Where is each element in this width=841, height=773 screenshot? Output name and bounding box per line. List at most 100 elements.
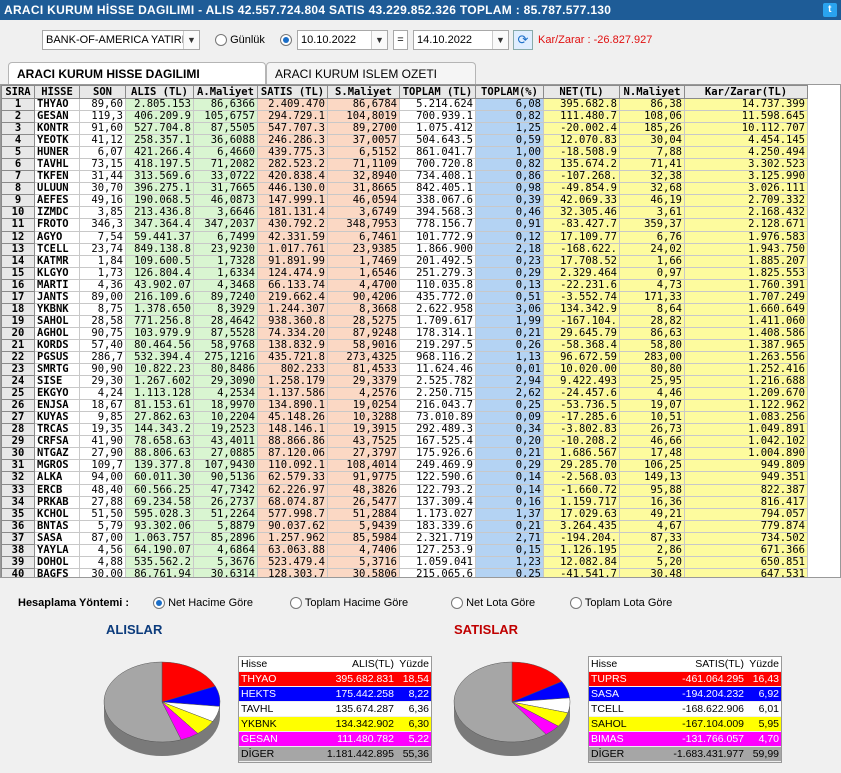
table-row[interactable]: 40 BAGFS 30,00 86.761.94 30,6314 128.303.7 30,… bbox=[1, 567, 808, 577]
table-row[interactable]: 37 SASA 87,00 1.063.757 85,2896 1.257.962 85,5… bbox=[1, 531, 808, 545]
table-row[interactable]: 11 FROTO 346,3 347.364.4 347,2037 430.792.2 34… bbox=[1, 218, 808, 232]
radio-icon[interactable] bbox=[570, 597, 582, 610]
column-header[interactable]: ALIS (TL) bbox=[125, 85, 194, 99]
table-row[interactable]: 26 ENJSA 18,67 81.153.61 18,9970 134.890.1 19,… bbox=[1, 399, 808, 413]
table-row[interactable]: 13 TCELL 23,74 849.138.8 23,9230 1.017.761 23,… bbox=[1, 242, 808, 256]
table-cell: 700.939.1 bbox=[399, 110, 476, 124]
table-cell: 282.523.2 bbox=[257, 158, 328, 172]
table-cell: 19,3915 bbox=[327, 423, 400, 437]
table-row[interactable]: 36 BNTAS 5,79 93.302.06 5,8879 90.037.62 5,943… bbox=[1, 519, 808, 533]
legend-header-cell: ALIS(TL) bbox=[351, 658, 394, 670]
table-row[interactable]: 17 JANTS 89,00 216.109.6 89,7240 219.662.4 90,… bbox=[1, 290, 808, 304]
table-cell: 1.126.195 bbox=[543, 543, 620, 557]
table-row[interactable]: 1 THYAO 89,60 2.805.153 86,6366 2.409.470 86,6… bbox=[1, 97, 808, 112]
table-row[interactable]: 12 AGYO 7,54 59.441.37 6,7499 42.331.59 6,7461… bbox=[1, 230, 808, 244]
column-header[interactable]: A.Maliyet bbox=[193, 85, 258, 99]
table-cell: 1.017.761 bbox=[257, 242, 328, 256]
chevron-down-icon[interactable]: ▼ bbox=[183, 31, 199, 49]
table-row[interactable]: 10 IZMDC 3,85 213.436.8 3,6646 181.131.4 3,674… bbox=[1, 206, 808, 220]
table-row[interactable]: 39 DOHOL 4,88 535.562.2 5,3676 523.479.4 5,371… bbox=[1, 555, 808, 569]
broker-select[interactable]: BANK-OF-AMERICA YATIRIM ▼ bbox=[42, 30, 200, 50]
table-cell: 46,0873 bbox=[193, 194, 258, 208]
table-row[interactable]: 7 TKFEN 31,44 313.569.6 33,0722 420.838.4 32,8… bbox=[1, 170, 808, 184]
column-header[interactable]: Kar/Zarar(TL) bbox=[684, 85, 808, 99]
column-header[interactable]: NET(TL) bbox=[543, 85, 620, 99]
table-row[interactable]: 15 KLGYO 1,73 126.804.4 1,6334 124.474.9 1,654… bbox=[1, 266, 808, 280]
table-cell: -2.568.03 bbox=[543, 471, 620, 485]
option-toplam-lota[interactable]: Toplam Lota Göre bbox=[570, 597, 672, 610]
tab-islem-ozeti[interactable]: ARACI KURUM ISLEM OZETI bbox=[266, 62, 476, 84]
table-cell: PRKAB bbox=[34, 495, 80, 509]
table-cell: 2.805.153 bbox=[125, 97, 194, 112]
broker-select-value: BANK-OF-AMERICA YATIRIM bbox=[46, 34, 194, 46]
table-cell: 71,2082 bbox=[193, 158, 258, 172]
radio-icon[interactable] bbox=[290, 597, 302, 610]
table-row[interactable]: 2 GESAN 119,3 406.209.9 105,6757 294.729.1 104… bbox=[1, 110, 808, 124]
table-cell: 1,73 bbox=[79, 266, 126, 280]
table-row[interactable]: 24 SISE 29,30 1.267.602 29,3090 1.258.179 29,3… bbox=[1, 375, 808, 389]
table-cell: 31,7665 bbox=[193, 182, 258, 196]
table-row[interactable]: 9 AEFES 49,16 190.068.5 46,0873 147.999.1 46,0… bbox=[1, 194, 808, 208]
table-row[interactable]: 25 EKGYO 4,24 1.113.128 4,2534 1.137.586 4,257… bbox=[1, 387, 808, 401]
table-cell: 394.568.3 bbox=[399, 206, 476, 220]
table-row[interactable]: 28 TRCAS 19,35 144.343.2 19,2523 148.146.1 19,… bbox=[1, 423, 808, 437]
table-cell: 1,84 bbox=[79, 254, 126, 268]
table-row[interactable]: 21 KORDS 57,40 80.464.56 58,9768 138.832.9 58,… bbox=[1, 338, 808, 352]
table-row[interactable]: 4 YEOTK 41,12 258.357.1 36,6088 246.286.3 37,0… bbox=[1, 134, 808, 148]
column-header[interactable]: HİSSE bbox=[34, 85, 80, 99]
table-cell: -1.660.72 bbox=[543, 483, 620, 497]
table-row[interactable]: 16 MARTI 4,36 43.902.07 4,3468 66.133.74 4,470… bbox=[1, 278, 808, 292]
table-cell: 3,6646 bbox=[193, 206, 258, 220]
column-header[interactable]: TOPLAM(%) bbox=[475, 85, 544, 99]
option-toplam-hacim[interactable]: Toplam Hacime Göre bbox=[290, 597, 408, 610]
table-row[interactable]: 31 MGROS 109,7 139.377.8 107,9430 110.092.1 10… bbox=[1, 459, 808, 473]
column-header[interactable]: TOPLAM (TL) bbox=[399, 85, 476, 99]
column-header[interactable]: SON bbox=[79, 85, 126, 99]
table-row[interactable]: 8 ULUUN 30,70 396.275.1 31,7665 446.130.0 31,8… bbox=[1, 182, 808, 196]
table-row[interactable]: 38 YAYLA 4,56 64.190.07 4,6864 63.063.88 4,740… bbox=[1, 543, 808, 557]
radio-icon[interactable] bbox=[451, 597, 463, 610]
chevron-down-icon[interactable]: ▼ bbox=[492, 31, 508, 49]
table-row[interactable]: 34 PRKAB 27,88 69.234.58 26,2737 68.074.87 26,… bbox=[1, 495, 808, 509]
tab-hisse-dagilimi[interactable]: ARACI KURUM HISSE DAGILIMI bbox=[8, 62, 266, 85]
table-row[interactable]: 20 AGHOL 90,75 103.979.9 87,5528 74.334.20 87,… bbox=[1, 326, 808, 340]
option-net-hacim[interactable]: Net Hacime Göre bbox=[153, 597, 253, 610]
radio-icon[interactable] bbox=[153, 597, 165, 610]
legend-cell-pct: 16,43 bbox=[752, 673, 779, 685]
table-cell: 771.256.8 bbox=[125, 314, 194, 328]
table-row[interactable]: 19 SAHOL 28,58 771.256.8 28,4642 938.360.8 28,… bbox=[1, 314, 808, 328]
table-row[interactable]: 35 KCHOL 51,50 595.028.3 51,2264 577.998.7 51,… bbox=[1, 507, 808, 521]
table-row[interactable]: 18 YKBNK 8,75 1.378.650 8,3929 1.244.307 8,366… bbox=[1, 302, 808, 316]
date-to-picker[interactable]: 14.10.2022 ▼ bbox=[413, 30, 509, 50]
column-header[interactable]: N.Maliyet bbox=[619, 85, 685, 99]
table-cell: 1.257.962 bbox=[257, 531, 328, 545]
table-row[interactable]: 6 TAVHL 73,15 418.197.5 71,2082 282.523.2 71,1… bbox=[1, 158, 808, 172]
radio-icon[interactable] bbox=[215, 34, 227, 47]
column-header[interactable]: SIRA bbox=[1, 85, 35, 99]
date-from-picker[interactable]: 10.10.2022 ▼ bbox=[297, 30, 388, 50]
column-header[interactable]: SATIS (TL) bbox=[257, 85, 328, 99]
table-cell: 0,98 bbox=[475, 182, 544, 196]
table-row[interactable]: 33 ERCB 48,40 60.566.25 47,7342 62.226.97 48,3… bbox=[1, 483, 808, 497]
data-grid[interactable]: SIRA HİSSE SON ALIS (TL) A.Maliyet SATIS (TL)… bbox=[0, 84, 841, 578]
option-label: Net Lota Göre bbox=[466, 597, 536, 609]
table-row[interactable]: 30 NTGAZ 27,90 88.806.63 27,0885 87.120.06 27,… bbox=[1, 447, 808, 461]
column-header[interactable]: S.Maliyet bbox=[327, 85, 400, 99]
table-cell: 949.351 bbox=[684, 471, 808, 485]
table-row[interactable]: 5 HUNER 6,07 421.266.4 6,4660 439.775.3 6,5152… bbox=[1, 146, 808, 160]
chevron-down-icon[interactable]: ▼ bbox=[371, 31, 387, 49]
refresh-button[interactable]: ⟳ bbox=[513, 30, 533, 50]
table-cell: 0,16 bbox=[475, 495, 544, 509]
table-row[interactable]: 27 KUYAS 9,85 27.862.63 10,2204 45.148.26 10,3… bbox=[1, 411, 808, 425]
table-row[interactable]: 14 KATMR 1,84 109.600.5 1,7328 91.891.99 1,746… bbox=[1, 254, 808, 268]
option-net-lota[interactable]: Net Lota Göre bbox=[451, 597, 536, 610]
table-row[interactable]: 32 ALKA 94,00 60.011.30 90,5136 62.579.33 91,9… bbox=[1, 471, 808, 485]
table-row[interactable]: 3 KONTR 91,60 527.704.8 87,5505 547.707.3 89,2… bbox=[1, 122, 808, 136]
table-cell: -107.268. bbox=[543, 170, 620, 184]
table-row[interactable]: 29 CRFSA 41,90 78.658.63 43,4011 88.866.86 43,… bbox=[1, 435, 808, 449]
twitter-icon[interactable]: t bbox=[823, 3, 837, 17]
table-row[interactable]: 22 PGSUS 286,7 532.394.4 275,1216 435.721.8 27… bbox=[1, 350, 808, 365]
table-row[interactable]: 23 SMRTG 90,90 10.822.23 80,8486 802.233 81,45… bbox=[1, 363, 808, 377]
gunluk-radio[interactable]: Günlük bbox=[215, 34, 265, 47]
date-range-radio[interactable] bbox=[280, 34, 292, 47]
